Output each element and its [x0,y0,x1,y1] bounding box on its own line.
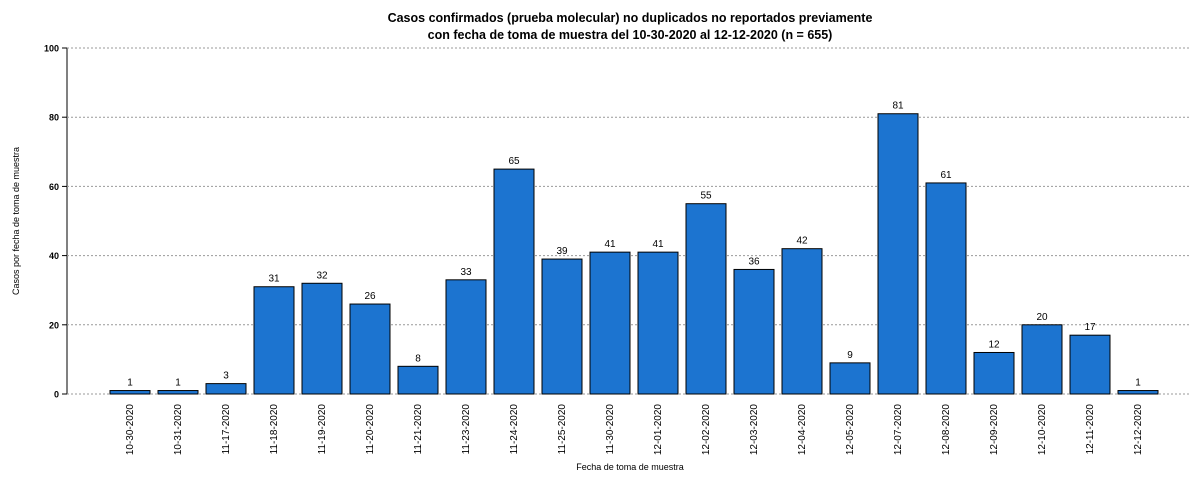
value-label: 39 [556,246,568,257]
x-tick-label: 12-05-2020 [845,404,856,456]
value-label: 33 [460,267,472,278]
bar [397,365,439,395]
bar [925,182,967,395]
x-tick-label: 11-20-2020 [365,404,376,455]
value-label: 3 [223,371,229,382]
value-label: 81 [892,101,904,112]
x-tick-label: 12-11-2020 [1085,404,1096,455]
x-tick-label: 10-31-2020 [173,404,184,456]
value-label: 42 [796,236,808,247]
y-tick-label: 80 [49,113,59,123]
x-tick-label: 12-09-2020 [989,404,1000,456]
bar [733,268,775,395]
bar [301,282,343,395]
value-label: 12 [988,339,1000,350]
bar [1117,390,1159,395]
bar [493,168,535,395]
value-label: 61 [940,170,952,181]
value-label: 9 [847,350,853,361]
bar [685,203,727,395]
value-label: 8 [415,353,421,364]
bar [157,390,199,395]
x-tick-label: 11-19-2020 [317,404,328,455]
chart-title: Casos confirmados (prueba molecular) no … [388,11,873,25]
chart-title: con fecha de toma de muestra del 10-30-2… [428,28,833,42]
x-tick-label: 11-18-2020 [269,404,280,455]
value-label: 55 [700,191,712,202]
x-tick-label: 10-30-2020 [125,404,136,456]
bar [205,383,247,395]
x-tick-label: 11-21-2020 [413,404,424,455]
bar [1021,324,1063,395]
value-label: 41 [604,239,616,250]
value-label: 1 [127,378,133,389]
y-tick-label: 100 [44,44,59,54]
x-tick-label: 12-01-2020 [653,404,664,456]
bar [973,351,1015,395]
x-tick-label: 12-08-2020 [941,404,952,456]
y-tick-label: 20 [49,320,59,330]
bar [109,390,151,395]
bar [781,248,823,395]
bar [589,251,631,395]
value-label: 65 [508,156,520,167]
x-tick-label: 12-07-2020 [893,404,904,456]
bar [445,279,487,395]
x-tick-label: 12-12-2020 [1133,404,1144,456]
x-tick-label: 11-24-2020 [509,404,520,455]
y-tick-label: 60 [49,182,59,192]
x-tick-label: 12-02-2020 [701,404,712,456]
value-label: 36 [748,256,760,267]
x-tick-label: 11-30-2020 [605,404,616,455]
bar [877,113,919,395]
x-tick-label: 12-03-2020 [749,404,760,456]
value-label: 32 [316,270,328,281]
bar [253,286,295,395]
x-tick-label: 11-25-2020 [557,404,568,455]
y-axis-label: Casos por fecha de toma de muestra [11,147,21,295]
bar [349,303,391,395]
value-label: 1 [1135,378,1141,389]
bar [637,251,679,395]
value-label: 41 [652,239,664,250]
value-label: 1 [175,378,181,389]
x-tick-label: 12-04-2020 [797,404,808,456]
value-label: 31 [268,274,280,285]
bar [541,258,583,395]
y-tick-label: 0 [54,390,59,400]
value-label: 26 [364,291,376,302]
x-tick-label: 11-17-2020 [221,404,232,455]
value-label: 17 [1084,322,1096,333]
x-tick-label: 12-10-2020 [1037,404,1048,456]
bar [829,362,871,395]
bar [1069,334,1111,395]
y-tick-label: 40 [49,251,59,261]
x-tick-label: 11-23-2020 [461,404,472,455]
value-label: 20 [1036,312,1048,323]
x-axis-label: Fecha de toma de muestra [576,462,684,472]
